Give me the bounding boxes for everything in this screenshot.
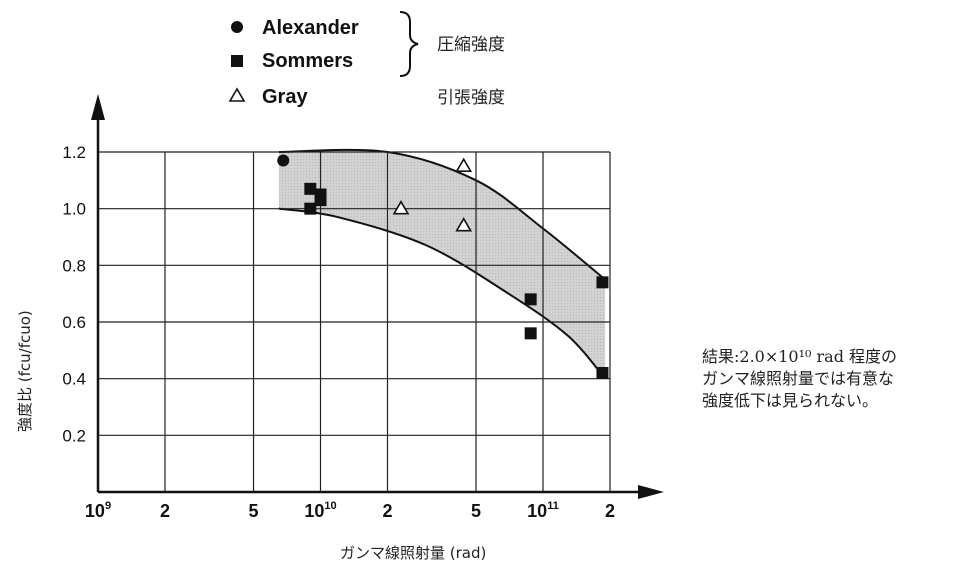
- x-axis: [98, 485, 664, 499]
- x-tick-label: 2: [382, 501, 392, 521]
- y-axis-label: 強度比 (fcu/fcuo): [16, 310, 34, 432]
- legend-label-alexander: Alexander: [262, 17, 359, 39]
- x-tick-label: 2: [605, 501, 615, 521]
- legend-label-gray: Gray: [262, 86, 308, 108]
- point-sommers: [524, 327, 537, 340]
- band-lower-curve: [278, 207, 606, 380]
- result-note-line: 強度低下は見られない。: [702, 391, 879, 410]
- point-sommers: [314, 194, 327, 207]
- x-axis-label: ガンマ線照射量 (rad): [340, 544, 486, 562]
- point-sommers: [596, 367, 609, 379]
- point-gray: [392, 200, 410, 215]
- point-alexander: [277, 154, 290, 167]
- legend-circle-icon: [231, 21, 243, 33]
- y-tick-label: 0.4: [62, 370, 86, 389]
- result-note-line: 結果:2.0×10¹⁰ rad 程度の: [702, 347, 898, 366]
- tick-labels: 0.2 0.4 0.6 0.8 1.0 1.2 109 2 5 1010 2 5 1011 2: [62, 143, 615, 521]
- y-tick-label: 0.2: [62, 426, 86, 445]
- x-tick-label: 1011: [527, 500, 559, 521]
- point-gray: [455, 157, 473, 172]
- data-points: [277, 154, 609, 379]
- y-axis: [91, 94, 105, 492]
- y-tick-label: 0.8: [62, 256, 86, 275]
- x-tick-label: 109: [85, 500, 111, 521]
- legend-square-icon: [231, 55, 243, 67]
- x-tick-label: 2: [160, 501, 170, 521]
- legend-compression-label: 圧縮強度: [437, 35, 505, 55]
- point-sommers: [596, 276, 609, 289]
- point-gray: [455, 217, 473, 232]
- legend-label-sommers: Sommers: [262, 50, 353, 72]
- shaded-band: [278, 149, 606, 379]
- x-axis-arrow-icon: [638, 485, 664, 499]
- x-tick-label: 5: [249, 501, 259, 521]
- result-note: 結果:2.0×10¹⁰ rad 程度の ガンマ線照射量では有意な 強度低下は見ら…: [702, 346, 957, 412]
- y-tick-label: 1.0: [62, 200, 86, 219]
- point-sommers: [524, 293, 537, 306]
- y-tick-label: 0.6: [62, 313, 86, 332]
- legend-tension-label: 引張強度: [437, 88, 505, 108]
- grid: [98, 151, 611, 492]
- legend: Alexander Sommers Gray 圧縮強度 引張強度: [228, 11, 505, 108]
- legend-triangle-icon: [228, 87, 246, 102]
- y-axis-arrow-icon: [91, 94, 105, 120]
- legend-brace-icon: [399, 11, 419, 77]
- point-sommers: [304, 202, 317, 215]
- x-tick-label: 1010: [304, 500, 336, 521]
- x-tick-label: 5: [471, 501, 481, 521]
- point-sommers: [304, 182, 317, 195]
- y-tick-label: 1.2: [62, 143, 86, 162]
- result-note-line: ガンマ線照射量では有意な: [702, 369, 895, 388]
